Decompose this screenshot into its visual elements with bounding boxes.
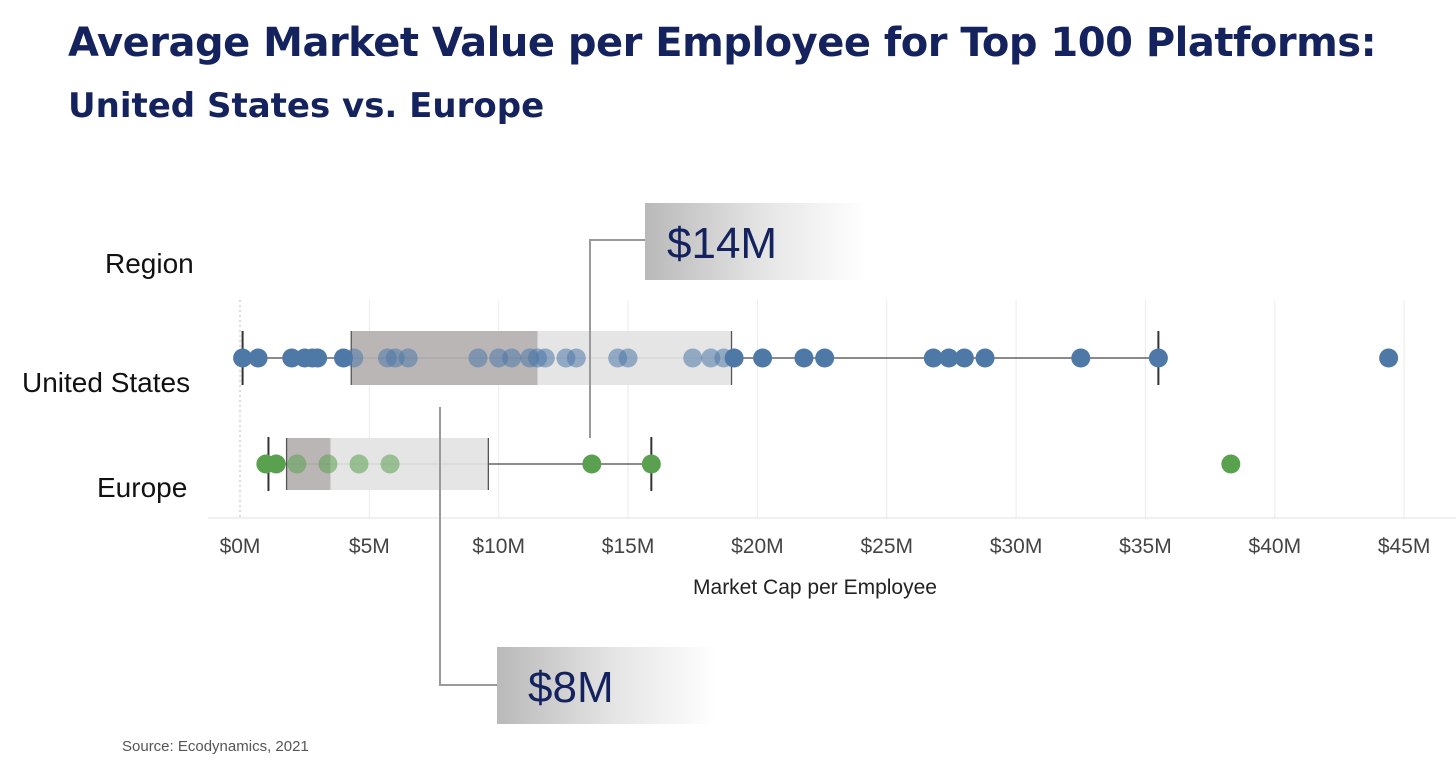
data-point [815, 348, 835, 368]
data-point [618, 348, 638, 368]
data-point [344, 348, 364, 368]
data-point [308, 348, 328, 368]
data-point [349, 454, 369, 474]
data-point [233, 348, 253, 368]
data-point [794, 348, 814, 368]
data-point [923, 348, 943, 368]
x-axis: $0M $5M $10M $15M $20M $25M $30M $35M $40M $45M Ma… [208, 517, 1456, 599]
chart-subtitle: United States vs. Europe [68, 86, 545, 126]
x-tick-label: $30M [990, 535, 1043, 558]
callout-label: $8M [528, 663, 614, 712]
row-header-label: Region [105, 248, 194, 279]
data-point [582, 454, 602, 474]
data-point [1379, 348, 1399, 368]
x-tick-label: $45M [1378, 535, 1431, 558]
x-tick-label: $25M [860, 535, 913, 558]
callout-box [497, 647, 717, 724]
data-point [398, 348, 418, 368]
data-point [535, 348, 555, 368]
row-label: Europe [97, 472, 187, 503]
data-point [753, 348, 773, 368]
callout-connector [439, 407, 498, 686]
data-point [939, 348, 959, 368]
x-tick-label: $15M [602, 535, 655, 558]
data-point [248, 348, 268, 368]
data-point [318, 454, 338, 474]
x-tick-label: $5M [349, 535, 390, 558]
x-axis-title: Market Cap per Employee [693, 576, 937, 599]
data-point [954, 348, 974, 368]
data-point [641, 454, 661, 474]
data-point [266, 454, 286, 474]
data-point [1221, 454, 1241, 474]
chart-title: Average Market Value per Employee for To… [68, 20, 1377, 66]
x-tick-label: $10M [472, 535, 525, 558]
callout-label: $14M [667, 219, 777, 268]
row-label: United States [22, 367, 190, 398]
callout-box [645, 203, 867, 280]
x-tick-label: $0M [220, 535, 261, 558]
callout-layer: $14M $8M [439, 203, 867, 724]
x-tick-label: $40M [1249, 535, 1302, 558]
data-point [468, 348, 488, 368]
data-point [502, 348, 522, 368]
source-note: Source: Ecodynamics, 2021 [122, 738, 309, 755]
callout-connector [589, 239, 646, 438]
x-tick-label: $20M [731, 535, 784, 558]
data-point [566, 348, 586, 368]
data-point [683, 348, 703, 368]
data-point [380, 454, 400, 474]
data-point [724, 348, 744, 368]
data-point [287, 454, 307, 474]
point-layer [233, 348, 1399, 474]
gridlines [239, 300, 1405, 518]
data-point [1071, 348, 1091, 368]
x-tick-label: $35M [1119, 535, 1172, 558]
data-point [975, 348, 995, 368]
data-point [1148, 348, 1168, 368]
